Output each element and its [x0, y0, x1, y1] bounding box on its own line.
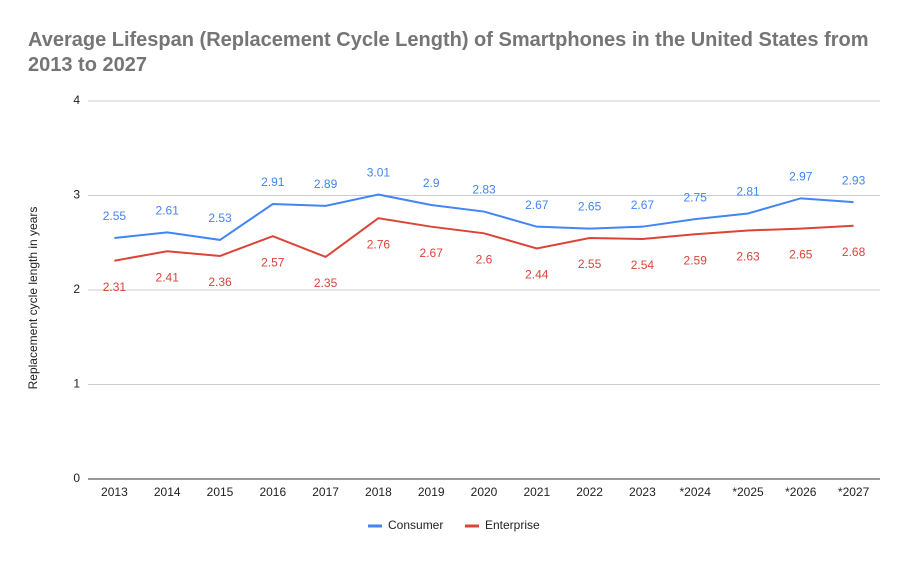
data-label: 2.35	[314, 276, 338, 290]
data-label: 2.65	[578, 200, 602, 214]
x-tick-label: *2026	[785, 485, 817, 499]
data-label: 3.01	[367, 166, 391, 180]
y-tick-label: 4	[73, 93, 80, 107]
data-label: 2.44	[525, 268, 549, 282]
y-tick-label: 0	[73, 471, 80, 485]
data-label: 2.36	[208, 275, 232, 289]
data-label: 2.93	[842, 173, 866, 187]
data-label: 2.67	[525, 198, 549, 212]
x-tick-label: 2023	[629, 485, 656, 499]
x-tick-label: 2019	[418, 485, 445, 499]
data-label: 2.59	[684, 253, 708, 267]
data-label: 2.63	[736, 250, 760, 264]
data-label: 2.55	[103, 209, 127, 223]
data-label: 2.81	[736, 185, 760, 199]
y-tick-label: 2	[73, 282, 80, 296]
x-tick-label: *2027	[838, 485, 870, 499]
x-tick-label: 2016	[259, 485, 286, 499]
data-label: 2.57	[261, 255, 285, 269]
y-axis-label: Replacement cycle length in years	[26, 207, 40, 390]
data-label: 2.53	[208, 211, 232, 225]
line-series	[114, 193, 854, 241]
data-label: 2.75	[684, 190, 708, 204]
data-label: 2.89	[314, 177, 338, 191]
x-tick-label: 2017	[312, 485, 339, 499]
data-label: 2.97	[789, 170, 813, 184]
x-tick-label: 2018	[365, 485, 392, 499]
x-tick-label: 2014	[154, 485, 181, 499]
data-label: 2.55	[578, 257, 602, 271]
chart-title: Average Lifespan (Replacement Cycle Leng…	[28, 29, 869, 76]
data-label: 2.41	[156, 270, 180, 284]
data-label: 2.6	[476, 252, 493, 266]
x-tick-label: *2025	[732, 485, 764, 499]
data-label: 2.54	[631, 258, 655, 272]
legend-label: Enterprise	[485, 518, 540, 532]
data-label: 2.67	[631, 198, 655, 212]
line-series	[114, 217, 854, 262]
x-tick-label: 2022	[576, 485, 603, 499]
legend-label: Consumer	[388, 518, 443, 532]
data-label: 2.31	[103, 280, 127, 294]
y-tick-label: 3	[73, 188, 80, 202]
y-tick-label: 1	[73, 377, 80, 391]
data-label: 2.83	[472, 183, 496, 197]
data-label: 2.68	[842, 245, 866, 259]
data-label: 2.91	[261, 175, 285, 189]
data-label: 2.65	[789, 248, 813, 262]
x-tick-label: 2020	[471, 485, 498, 499]
x-tick-label: 2013	[101, 485, 128, 499]
x-tick-label: 2015	[207, 485, 234, 499]
data-label: 2.61	[156, 204, 180, 218]
x-tick-label: *2024	[680, 485, 712, 499]
data-label: 2.67	[420, 246, 444, 260]
data-label: 2.9	[423, 176, 440, 190]
data-label: 2.76	[367, 237, 391, 251]
x-tick-label: 2021	[523, 485, 550, 499]
